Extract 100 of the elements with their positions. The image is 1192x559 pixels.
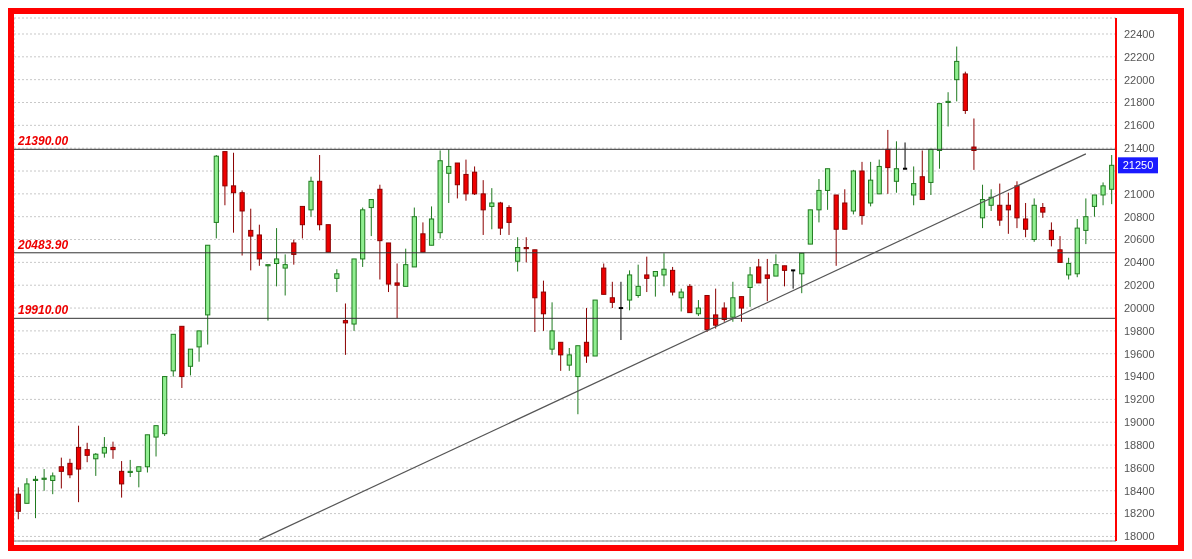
candlestick	[273, 227, 280, 287]
y-tick-label: 18600	[1124, 461, 1155, 474]
candlestick	[678, 288, 684, 312]
candlestick	[764, 258, 770, 302]
ref-line-label: 19910.00	[18, 303, 69, 318]
candlestick	[566, 347, 572, 372]
candlestick	[334, 268, 340, 293]
y-tick-label: 20800	[1124, 210, 1155, 223]
y-tick-label: 19200	[1124, 393, 1155, 406]
candlestick	[824, 168, 831, 211]
candlestick	[747, 266, 753, 308]
candlestick	[506, 204, 512, 236]
candlestick	[1100, 181, 1106, 206]
candlestick	[110, 441, 116, 460]
candlestick	[670, 266, 676, 296]
y-tick-label: 18400	[1124, 484, 1155, 497]
candlestick	[738, 296, 745, 323]
candlestick	[67, 458, 73, 479]
candlestick	[799, 252, 805, 294]
y-tick-label: 20200	[1124, 279, 1155, 292]
candlestick	[790, 269, 797, 290]
y-tick-label: 19600	[1124, 347, 1155, 360]
candlestick	[781, 265, 788, 287]
candlestick	[15, 486, 21, 520]
candlestick	[84, 442, 90, 463]
y-tick-label: 21600	[1124, 119, 1155, 132]
candlestick	[583, 307, 590, 364]
candlestick	[93, 452, 99, 477]
candlestick	[480, 179, 486, 236]
candlestick	[489, 187, 495, 230]
candlestick	[420, 221, 426, 253]
candlestick	[136, 466, 142, 488]
candlestick	[1066, 257, 1072, 280]
candlestick	[644, 256, 650, 293]
candlestick	[1057, 235, 1063, 263]
candlestick	[945, 91, 951, 127]
candlestick	[652, 271, 658, 298]
candlestick	[661, 252, 667, 287]
y-tick-label: 21800	[1124, 96, 1155, 109]
y-tick-label: 18200	[1124, 507, 1155, 520]
candlestick	[919, 149, 925, 201]
candlestick	[101, 436, 107, 459]
candlestick	[342, 302, 349, 356]
y-tick-label: 18000	[1124, 530, 1155, 543]
candlestick	[299, 205, 305, 239]
candlestick	[635, 264, 641, 299]
candlestick	[463, 159, 469, 202]
candlestick	[471, 165, 478, 196]
candlestick	[713, 288, 719, 330]
candlestick	[549, 301, 555, 356]
candlestick	[1109, 154, 1115, 205]
candlestick	[756, 258, 762, 284]
y-tick-label: 19400	[1124, 370, 1155, 383]
ref-line-label: 20483.90	[17, 237, 69, 252]
candlestick	[1022, 202, 1029, 238]
candlestick	[454, 162, 460, 199]
annotation: 21250	[1122, 159, 1154, 172]
candlestick	[609, 281, 615, 309]
candlestick	[256, 224, 262, 267]
candlestick	[368, 199, 374, 237]
candlestick	[265, 264, 271, 322]
y-tick-label: 20400	[1124, 256, 1155, 269]
candlestick	[1091, 194, 1098, 218]
y-tick-label: 22400	[1124, 27, 1155, 40]
y-tick-label: 18800	[1124, 438, 1155, 451]
candlestick	[230, 152, 237, 234]
candlestick	[248, 208, 254, 271]
candlestick	[515, 236, 521, 273]
candlestick	[32, 475, 39, 519]
candlestick	[971, 117, 977, 171]
candlestick	[239, 189, 245, 257]
y-tick-label: 22200	[1124, 50, 1155, 63]
candlestick	[523, 236, 529, 263]
candlestick	[997, 183, 1003, 227]
candlestick	[816, 178, 822, 223]
candlestick	[24, 477, 30, 504]
y-tick-label: 20600	[1124, 233, 1155, 246]
candlestick	[58, 457, 64, 489]
candlestick	[187, 348, 194, 376]
candlestick	[730, 281, 736, 323]
candlestick	[119, 460, 125, 499]
candlestick	[1048, 221, 1055, 247]
y-tick-label: 21000	[1124, 187, 1155, 200]
candlestick	[911, 165, 917, 206]
candlestick	[893, 140, 900, 194]
candlestick	[75, 425, 82, 503]
y-tick-label: 22000	[1124, 73, 1155, 86]
y-tick-label: 20000	[1124, 301, 1155, 314]
candlestick	[41, 468, 47, 492]
candlestick	[1083, 197, 1089, 245]
candlestick	[282, 253, 288, 296]
ref-line-label: 21390.00	[17, 134, 69, 149]
candlestick	[773, 253, 779, 277]
candlestick	[50, 471, 56, 495]
candlestick	[403, 248, 409, 287]
candlestick	[954, 46, 960, 102]
candlestick	[394, 263, 400, 319]
y-tick-label: 19000	[1124, 416, 1155, 429]
candlestick	[153, 425, 159, 457]
y-tick-label: 21400	[1124, 142, 1155, 155]
